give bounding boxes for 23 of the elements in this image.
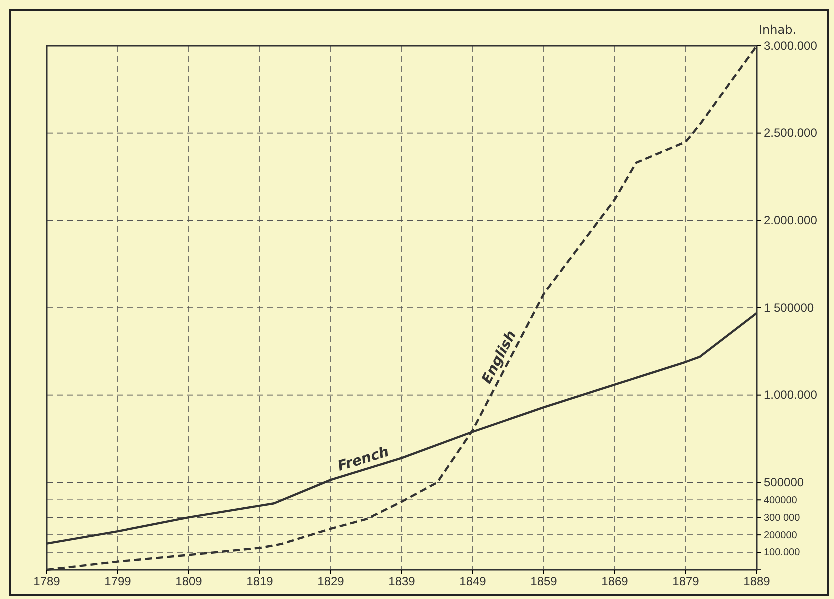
y-tick-label: 2.000.000 [764,214,818,228]
y-tick-label: 400000 [764,495,798,506]
x-tick-label: 1869 [602,574,629,589]
y-tick-label: 3.000.000 [764,38,818,53]
x-tick-label: 1819 [246,574,274,589]
y-tick-label: 100.000 [764,548,801,559]
x-tick-label: 1879 [672,574,700,589]
x-tick-label: 1859 [530,574,558,589]
x-tick-label: 1839 [388,574,416,589]
y-tick-label: 300 000 [764,512,801,524]
y-axis-title: Inhab. [759,23,797,37]
y-tick-label: 500000 [764,476,804,490]
x-tick-label: 1789 [34,574,61,589]
y-tick-label: 1.000.000 [764,388,818,402]
x-tick-label: 1849 [460,574,487,589]
x-tick-label: 1829 [318,574,345,589]
y-tick-label: 2.500.000 [764,126,818,140]
y-tick-label: 200000 [764,530,798,542]
y-tick-label: 1 500000 [764,300,814,315]
x-tick-label: 1799 [104,574,132,589]
line-series [46,44,758,572]
x-tick-label: 1889 [744,574,771,589]
x-tick-label: 1809 [176,574,203,589]
